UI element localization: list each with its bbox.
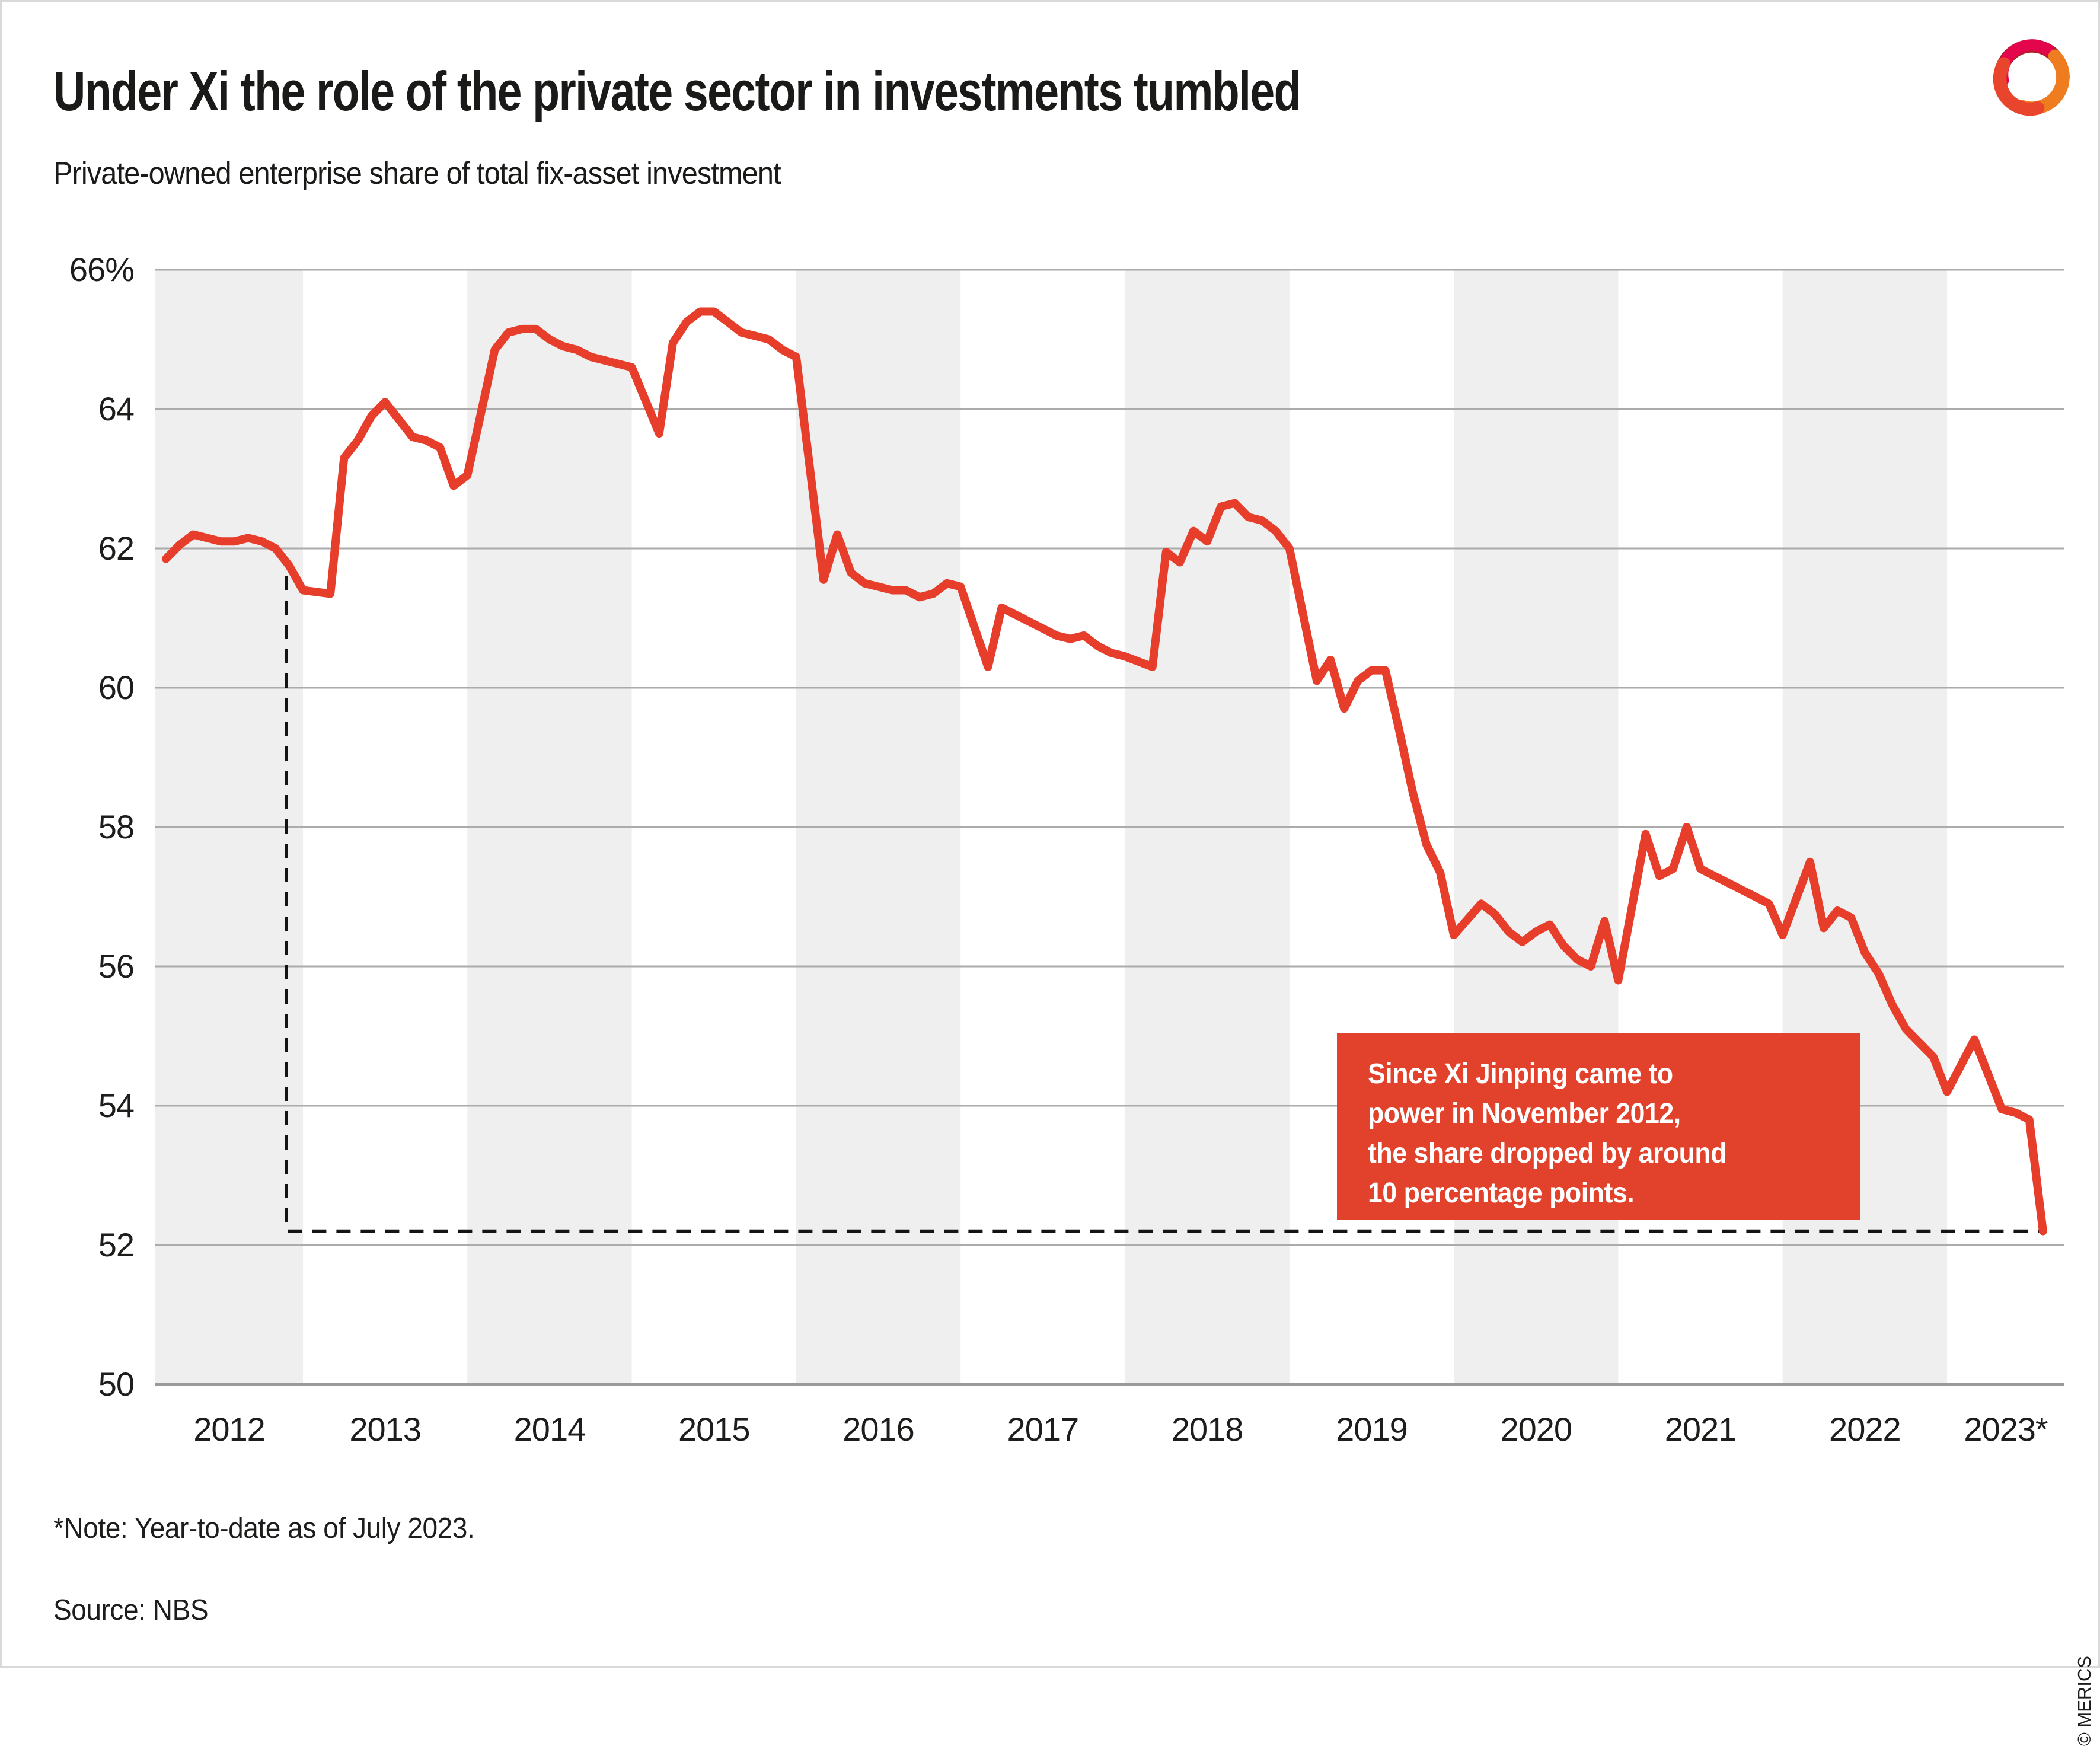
copyright-label: © MERICS xyxy=(2074,1656,2095,1746)
figure-background xyxy=(0,0,2100,1668)
x-tick-label: 2014 xyxy=(514,1410,586,1448)
y-tick-label: 56 xyxy=(98,947,134,985)
data-line-private-share xyxy=(161,307,2047,1236)
merics-logo-icon xyxy=(1993,39,2070,116)
x-tick-label: 2013 xyxy=(349,1410,421,1448)
annotation-line-4: 10 percentage points. xyxy=(1368,1177,1635,1209)
x-tick-label: 2021 xyxy=(1665,1410,1737,1448)
x-tick-label: 2022 xyxy=(1829,1410,1901,1448)
y-tick-label: 54 xyxy=(98,1087,134,1124)
y-tick-label: 64 xyxy=(98,390,134,427)
x-tick-label: 2012 xyxy=(193,1410,265,1448)
x-tick-label: 2016 xyxy=(842,1410,914,1448)
y-tick-label: 58 xyxy=(98,808,134,845)
line-chart: 66% 64 62 60 58 56 54 52 50 2012 2013 2014 2015 2016 2… xyxy=(69,251,2064,1448)
y-tick-label: 66% xyxy=(69,251,134,288)
page-title: Under Xi the role of the private sector … xyxy=(53,60,1301,122)
y-tick-label: 62 xyxy=(98,529,134,567)
page-subtitle: Private-owned enterprise share of total … xyxy=(53,156,781,191)
footnote: *Note: Year-to-date as of July 2023. xyxy=(53,1512,475,1544)
dashed-drop-marker xyxy=(285,576,2043,1233)
x-tick-label: 2020 xyxy=(1500,1410,1572,1448)
x-tick-label: 2018 xyxy=(1172,1410,1243,1448)
x-tick-label: 2017 xyxy=(1007,1410,1079,1448)
y-tick-label: 60 xyxy=(98,669,134,706)
annotation-line-3: the share dropped by around xyxy=(1368,1138,1727,1169)
y-tick-label: 50 xyxy=(98,1365,134,1403)
y-tick-label: 52 xyxy=(98,1226,134,1263)
annotation-box: Since Xi Jinping came to power in Novemb… xyxy=(1337,1033,1860,1220)
x-tick-label: 2019 xyxy=(1336,1410,1408,1448)
annotation-line-1: Since Xi Jinping came to xyxy=(1368,1058,1673,1090)
x-tick-label: 2015 xyxy=(678,1410,750,1448)
source-label: Source: NBS xyxy=(53,1594,209,1626)
x-tick-label: 2023* xyxy=(1964,1410,2048,1448)
annotation-line-2: power in November 2012, xyxy=(1368,1098,1681,1129)
